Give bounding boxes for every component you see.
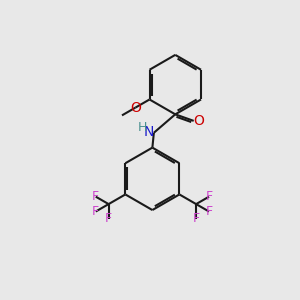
Text: F: F <box>92 205 99 218</box>
Text: O: O <box>194 114 205 128</box>
Text: F: F <box>206 205 213 218</box>
Text: O: O <box>130 100 141 115</box>
Text: H: H <box>137 121 147 134</box>
Text: F: F <box>92 190 99 203</box>
Text: N: N <box>143 125 154 139</box>
Text: F: F <box>105 212 112 226</box>
Text: F: F <box>193 212 200 226</box>
Text: F: F <box>206 190 213 203</box>
